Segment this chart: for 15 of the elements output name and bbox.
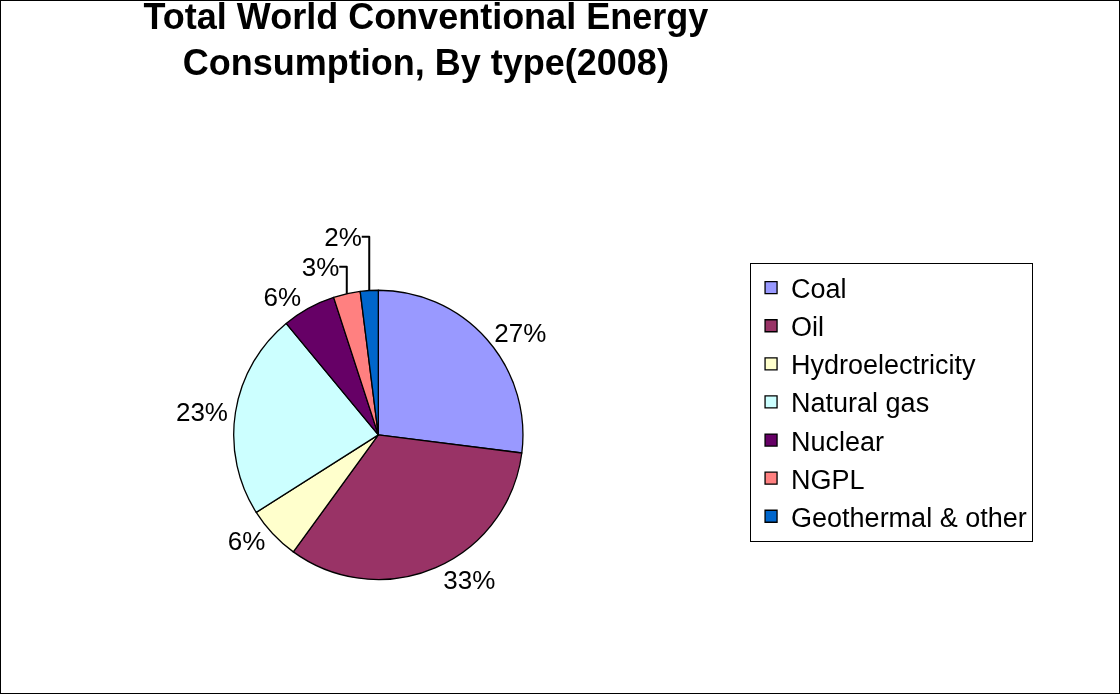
legend-label: NGPL	[791, 464, 865, 495]
legend-label: Hydroelectricity	[791, 350, 977, 381]
legend-label: Natural gas	[791, 388, 930, 419]
legend-label: Coal	[791, 274, 847, 305]
chart-title: Total World Conventional Energy Consumption, By type(2008)	[143, 0, 709, 84]
data-label: 2%	[324, 221, 362, 252]
data-label: 6%	[263, 281, 302, 312]
legend-label: Geothermal & other	[791, 502, 1027, 533]
legend-label: Nuclear	[791, 426, 885, 457]
data-label: 6%	[227, 525, 266, 556]
data-label: 23%	[175, 396, 228, 427]
data-label: 33%	[443, 565, 496, 596]
data-label: 3%	[301, 251, 340, 282]
legend-label: Oil	[791, 312, 825, 343]
data-label: 27%	[494, 317, 547, 348]
